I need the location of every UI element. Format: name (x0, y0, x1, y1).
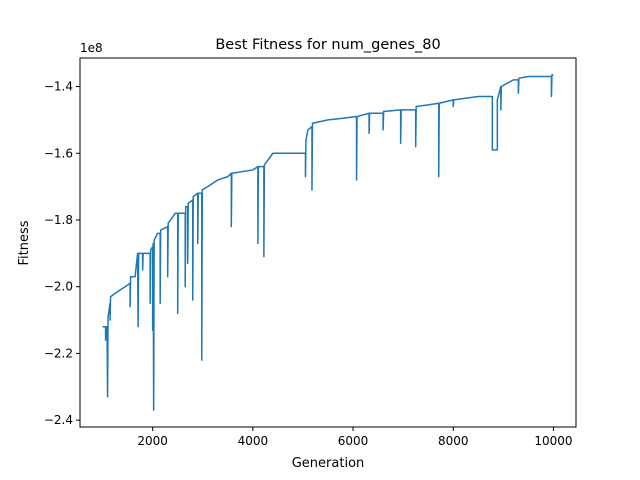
x-tick-label: 8000 (438, 434, 469, 448)
y-tick-label: −1.8 (44, 213, 73, 227)
y-tick-label: −1.6 (44, 146, 73, 160)
y-offset-label: 1e8 (80, 41, 103, 55)
y-axis-label: Fitness (17, 220, 32, 265)
x-tick-label: 4000 (238, 434, 269, 448)
x-tick-label: 10000 (534, 434, 572, 448)
x-axis-label: Generation (292, 456, 365, 471)
y-tick-label: −2.2 (44, 346, 73, 360)
axes-frame (79, 57, 577, 428)
y-tick-label: −1.4 (44, 80, 73, 94)
x-tick-label: 6000 (338, 434, 369, 448)
y-tick-label: −2.4 (44, 413, 73, 427)
chart-title: Best Fitness for num_genes_80 (215, 37, 440, 53)
y-tick-label: −2.0 (44, 280, 73, 294)
x-tick-label: 2000 (137, 434, 168, 448)
data-line (102, 74, 554, 411)
